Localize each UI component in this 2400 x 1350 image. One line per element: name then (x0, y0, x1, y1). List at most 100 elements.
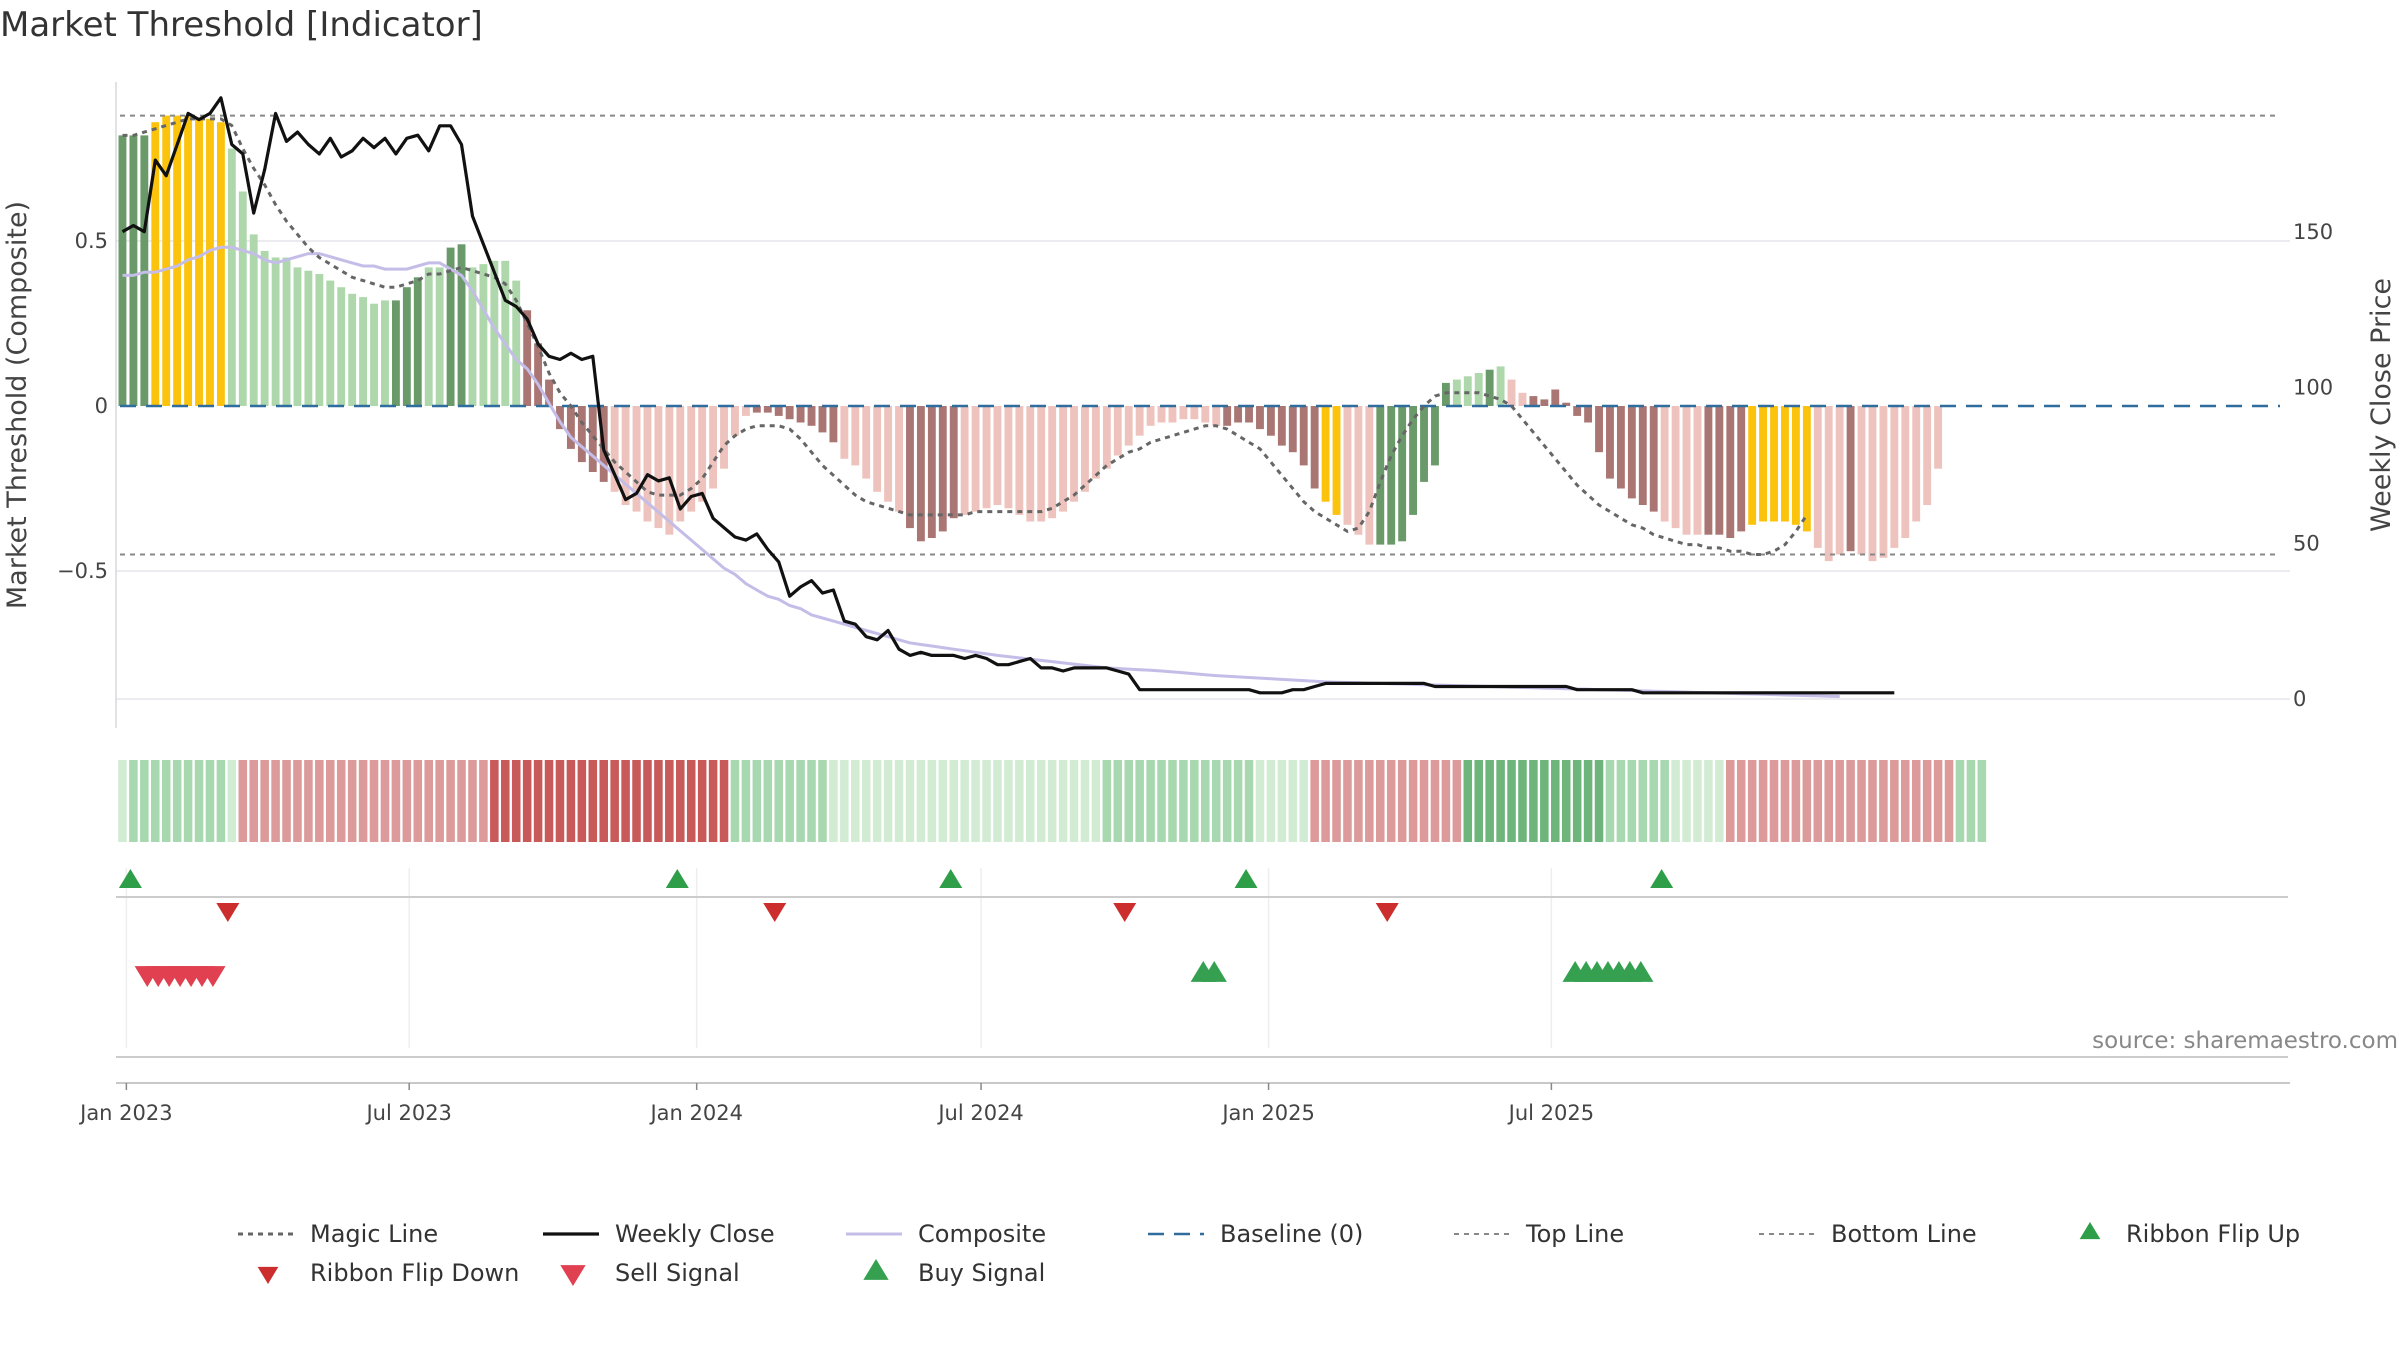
ribbon-cell (916, 760, 926, 842)
ribbon-cell (1354, 760, 1363, 842)
ribbon-cell (1277, 760, 1287, 842)
ribbon-cell (851, 760, 860, 842)
legend-item-buy: Buy Signal (918, 1259, 1045, 1287)
legend-label: Baseline (0) (1220, 1220, 1363, 1248)
composite-bar (840, 406, 849, 459)
ribbon-cell (697, 760, 707, 842)
legend-item-bottom: Bottom Line (1759, 1220, 1977, 1248)
composite-bar (1081, 406, 1089, 492)
legend-swatch (2079, 1222, 2101, 1240)
ribbon-cell (1190, 760, 1199, 842)
chart-title: Market Threshold [Indicator] (0, 5, 483, 45)
ribbon-cell (369, 760, 379, 842)
ribbon-cell (238, 760, 248, 842)
composite-bar (1781, 406, 1789, 522)
composite-bar (413, 277, 422, 406)
composite-bar (1091, 406, 1100, 479)
composite-bar (1015, 406, 1024, 515)
composite-bar (1420, 406, 1428, 482)
composite-bar (1923, 406, 1932, 505)
composite-bar (1770, 406, 1778, 522)
ribbon-cell (183, 760, 193, 842)
composite-bar (1704, 406, 1713, 535)
x-tick-label: Jan 2024 (648, 1101, 743, 1125)
composite-bar (1824, 406, 1833, 562)
composite-bars (118, 115, 1943, 562)
ribbon-cell (194, 760, 204, 842)
buy-signal-marker (1201, 961, 1227, 982)
ribbon-cell (1791, 760, 1801, 842)
ribbon-cell (730, 760, 740, 842)
ribbon-cell (763, 760, 773, 842)
composite-bar (348, 293, 357, 406)
composite-bar (337, 287, 346, 406)
ribbon-cell (1835, 760, 1844, 842)
composite-bar (1059, 406, 1068, 512)
composite-bar (796, 406, 805, 423)
composite-bar (654, 406, 663, 529)
ribbon-cell (315, 760, 324, 842)
right-tick-label: 0 (2293, 687, 2306, 711)
legend-item-top: Top Line (1454, 1220, 1624, 1248)
ribbon-cell (151, 760, 160, 842)
legend-item-close: Weekly Close (543, 1220, 775, 1248)
composite-bar (993, 406, 1002, 505)
ribbon-cell (894, 760, 904, 842)
ribbon-cell (1255, 760, 1265, 842)
ribbon-cell (1605, 760, 1615, 842)
composite-bar (1638, 406, 1647, 505)
composite-bar (424, 267, 433, 406)
composite-bar (1759, 406, 1768, 522)
composite-bar (588, 406, 597, 472)
ribbon-cell (1288, 760, 1298, 842)
ribbon-cell (1594, 760, 1604, 842)
composite-bar (720, 406, 728, 469)
composite-bar (1813, 406, 1822, 548)
ribbon-cell (1813, 760, 1823, 842)
composite-bar (774, 406, 783, 416)
composite-bar (1288, 406, 1297, 453)
ribbon-cell (861, 760, 871, 842)
ribbon-cell (1507, 760, 1516, 842)
composite-bar (916, 406, 925, 542)
ribbon-cell (413, 760, 423, 842)
ribbon-cell (1649, 760, 1658, 842)
ribbon-cell (676, 760, 685, 842)
ribbon-cell (741, 760, 751, 842)
composite-bar (873, 406, 882, 492)
legend-label: Ribbon Flip Down (310, 1259, 519, 1287)
composite-bar (1934, 406, 1943, 469)
left-tick-label: 0 (95, 394, 108, 418)
composite-bar (960, 406, 969, 515)
ribbon-cell (807, 760, 816, 842)
ribbon-cell (829, 760, 838, 842)
composite-bar (763, 406, 772, 413)
ribbon-cell (1911, 760, 1921, 842)
composite-bar (523, 310, 532, 406)
ribbon-cell (1846, 760, 1855, 842)
composite-bar (512, 280, 521, 406)
composite-bar (676, 406, 685, 522)
ribbon-cell (949, 760, 958, 842)
ribbon-cell (993, 760, 1002, 842)
composite-bar (1321, 406, 1330, 502)
ribbon-cell (610, 760, 619, 842)
composite-bar (1595, 406, 1603, 453)
sell-signal-marker (200, 966, 226, 987)
x-tick-label: Jan 2023 (78, 1101, 173, 1125)
legend-label: Top Line (1525, 1220, 1624, 1248)
ribbon-cell (282, 760, 291, 842)
x-tick-label: Jul 2024 (936, 1101, 1023, 1125)
composite-bar (1649, 406, 1658, 512)
composite-bar (271, 257, 280, 406)
legend-label: Buy Signal (918, 1259, 1045, 1287)
ribbon-cell (1682, 760, 1691, 842)
composite-bar (195, 118, 203, 407)
ribbon-cell (1299, 760, 1308, 842)
composite-bar (818, 406, 827, 433)
ribbon-cell (971, 760, 980, 842)
ribbon-cell (1168, 760, 1177, 842)
composite-bar (807, 406, 816, 426)
composite-bar (129, 135, 138, 406)
ribbon-cell (566, 760, 576, 842)
